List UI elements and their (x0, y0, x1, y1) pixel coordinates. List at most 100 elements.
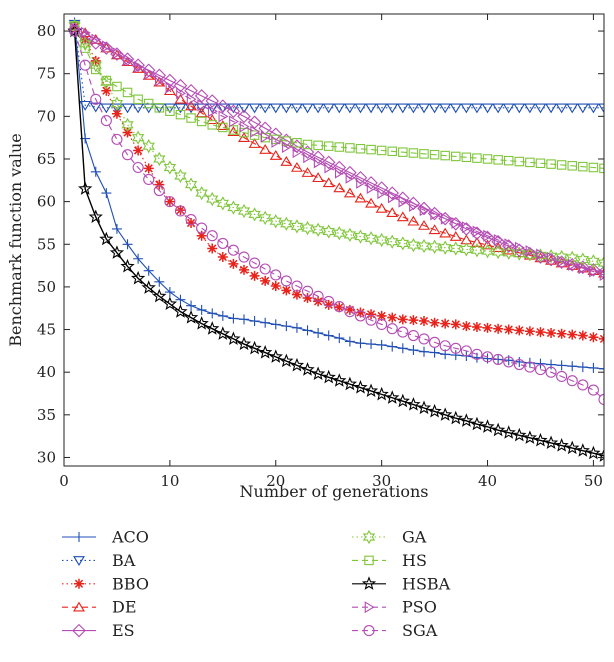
data-point-hs (323, 141, 334, 151)
data-point-de (322, 177, 335, 188)
data-point-aco (207, 308, 218, 319)
data-point-aco (154, 276, 165, 287)
data-point-ga (269, 214, 282, 229)
data-point-hsba (353, 380, 368, 394)
data-point-sga (312, 290, 324, 302)
data-point-sga (492, 353, 504, 365)
data-point-bbo (302, 292, 313, 303)
data-point-pso (334, 166, 345, 179)
data-point-hsba (332, 373, 347, 387)
data-point-aco (217, 310, 228, 321)
legend-marker-pso (364, 601, 375, 614)
data-point-hsba (416, 400, 432, 415)
data-point-hsba (554, 438, 569, 452)
series-hsba (67, 23, 604, 462)
data-point-ga (301, 220, 314, 236)
data-point-aco (397, 343, 408, 354)
data-point-es (343, 165, 357, 180)
data-point-aco (599, 363, 604, 374)
legend-item-hs: HS (352, 551, 427, 570)
data-point-ba (248, 103, 261, 114)
data-point-ga (184, 177, 198, 192)
data-point-pso (186, 93, 197, 106)
data-point-sga (333, 300, 345, 313)
legend-marker-bbo (74, 578, 84, 589)
data-point-bbo (524, 326, 535, 337)
data-point-sga (132, 161, 144, 174)
data-point-ga (417, 238, 431, 254)
data-point-hsba (480, 419, 495, 433)
data-point-ga (438, 240, 452, 255)
data-point-bbo (429, 317, 440, 328)
data-point-hsba (99, 231, 114, 246)
data-point-sga (577, 379, 589, 391)
data-point-sga (90, 93, 102, 105)
data-point-es (364, 176, 378, 190)
data-point-aco (239, 314, 249, 325)
legend-item-ga: GA (352, 528, 427, 547)
data-point-bbo (291, 289, 302, 300)
data-point-ga (587, 254, 600, 269)
data-point-hsba (300, 362, 315, 376)
data-point-pso (197, 99, 208, 112)
data-point-ga (237, 203, 251, 219)
data-point-de (185, 100, 198, 111)
data-point-pso (345, 171, 356, 184)
data-point-bbo (366, 309, 377, 320)
data-point-hsba (427, 403, 442, 418)
data-point-pso (472, 225, 483, 238)
data-point-sga (587, 384, 599, 396)
data-point-hs (196, 116, 207, 127)
data-point-es (311, 150, 325, 165)
data-point-hs (482, 154, 493, 164)
data-point-bbo (122, 127, 133, 138)
data-point-hsba (279, 353, 294, 368)
data-point-ga (523, 247, 537, 262)
data-point-ba (312, 103, 325, 114)
data-point-hs (101, 75, 112, 86)
data-point-es (216, 99, 230, 113)
data-point-ba (121, 103, 134, 114)
data-point-sga (365, 314, 377, 326)
data-point-aco (249, 316, 260, 327)
data-point-hsba (183, 310, 199, 324)
data-point-hs (154, 103, 165, 113)
data-point-ga (343, 227, 357, 243)
data-point-bbo (196, 230, 207, 241)
legend-marker-hsba (361, 576, 377, 590)
data-point-ga (396, 236, 410, 251)
data-point-sga (249, 257, 261, 269)
y-tick-label: 55 (37, 235, 56, 253)
data-point-bbo (440, 318, 451, 329)
data-point-aco (313, 327, 324, 338)
data-point-aco (493, 354, 504, 365)
y-tick-label: 60 (37, 193, 56, 211)
data-point-bbo (175, 205, 186, 216)
data-point-aco (196, 304, 207, 315)
data-point-ba (343, 103, 356, 114)
data-point-sga (185, 213, 197, 226)
data-point-sga (259, 263, 271, 275)
data-point-pso (271, 135, 282, 148)
data-point-aco (175, 294, 186, 305)
data-point-ga (280, 216, 293, 231)
data-point-aco (366, 339, 377, 350)
legend-item-es: ES (62, 621, 135, 640)
data-point-sga (450, 342, 462, 354)
legend-item-bbo: BBO (62, 574, 149, 593)
data-point-pso (462, 221, 472, 234)
data-point-sga (354, 310, 367, 322)
data-point-aco (302, 325, 313, 336)
data-point-de (163, 85, 176, 96)
data-point-hsba (247, 340, 262, 355)
data-point-ba (100, 103, 113, 114)
data-point-pso (313, 156, 324, 169)
data-point-bbo (577, 330, 588, 341)
data-point-de (343, 187, 356, 198)
series-ba (68, 19, 604, 114)
y-tick-label: 80 (37, 22, 56, 40)
data-point-ba (216, 103, 229, 114)
legend-item-de: DE (62, 598, 137, 617)
axes: 0 10 20 30 40 50 30 35 40 45 50 55 60 65 70 75 80 (37, 13, 605, 490)
